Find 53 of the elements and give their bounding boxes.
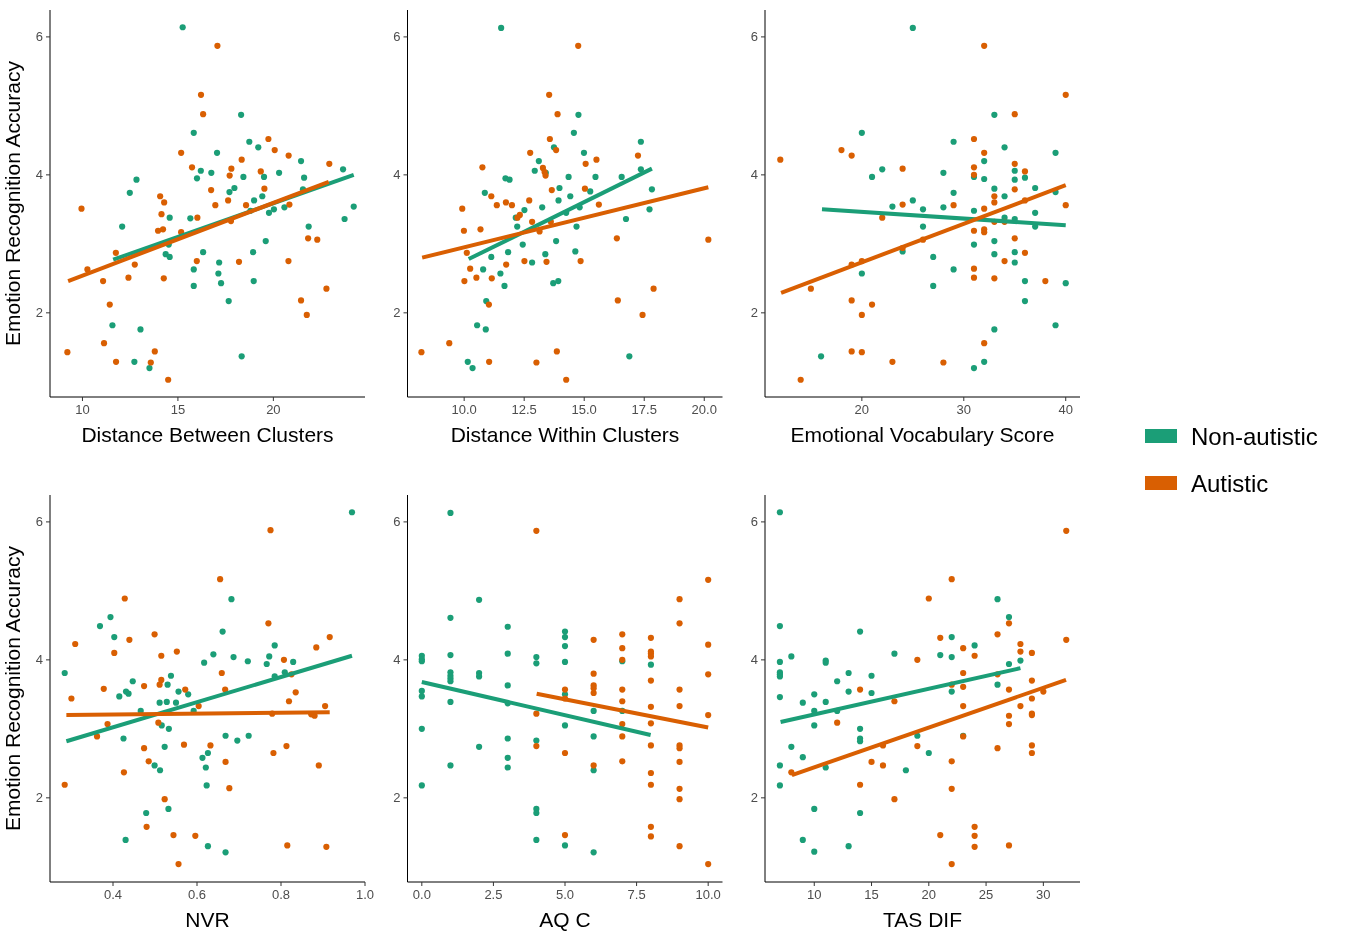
x-tick-label: 10 <box>807 887 822 902</box>
x-axis-title: Distance Between Clusters <box>81 423 334 446</box>
y-tick-label: 4 <box>750 652 758 668</box>
x-tick-label: 20.0 <box>691 402 717 417</box>
x-tick-label: 15 <box>170 402 186 417</box>
x-tick-label: 10 <box>75 402 90 417</box>
legend-label: Non-autistic <box>1191 423 1318 451</box>
x-tick-label: 1.0 <box>355 887 375 902</box>
y-axis-title: Emotion Recognition Accuracy <box>1 545 24 831</box>
y-tick-label: 4 <box>393 167 401 183</box>
x-tick-label: 30 <box>1036 887 1051 902</box>
x-tick-label: 20 <box>921 887 937 902</box>
y-tick-label: 2 <box>35 305 43 321</box>
x-tick-label: 25 <box>978 887 994 902</box>
x-axis-title: Emotional Vocabulary Score <box>790 423 1055 446</box>
x-tick-label: 7.5 <box>627 887 646 902</box>
y-tick-label: 4 <box>35 652 43 668</box>
x-tick-label: 15 <box>864 887 879 902</box>
x-tick-label: 10.0 <box>695 887 721 902</box>
x-tick-label: 0.4 <box>103 887 123 902</box>
y-tick-label: 6 <box>35 29 43 45</box>
y-tick-label: 2 <box>750 305 758 321</box>
y-tick-label: 6 <box>750 514 758 530</box>
y-tick-label: 6 <box>393 29 401 45</box>
y-tick-label: 4 <box>750 167 758 183</box>
x-tick-label: 17.5 <box>631 402 657 417</box>
x-tick-label: 0.6 <box>187 887 207 902</box>
x-axis-title: TAS DIF <box>883 908 962 931</box>
x-tick-label: 0.8 <box>271 887 291 902</box>
x-tick-label: 2.5 <box>484 887 503 902</box>
y-tick-label: 4 <box>35 167 43 183</box>
x-axis-title: AQ C <box>539 908 591 931</box>
y-tick-label: 6 <box>750 29 758 45</box>
x-tick-label: 20 <box>854 402 870 417</box>
y-axis-title: Emotion Recognition Accuracy <box>1 60 24 346</box>
x-tick-label: 10.0 <box>451 402 477 417</box>
x-tick-label: 5.0 <box>555 887 575 902</box>
x-axis-title: Distance Within Clusters <box>450 423 680 446</box>
y-tick-label: 6 <box>393 514 401 530</box>
x-tick-label: 40 <box>1058 402 1073 417</box>
y-tick-label: 2 <box>393 790 401 806</box>
y-tick-label: 4 <box>393 652 401 668</box>
y-tick-label: 2 <box>35 790 43 806</box>
x-tick-label: 0.0 <box>412 887 431 902</box>
x-tick-label: 30 <box>956 402 972 417</box>
y-tick-label: 2 <box>750 790 758 806</box>
x-axis-title: NVR <box>185 908 230 931</box>
x-tick-label: 15.0 <box>571 402 597 417</box>
legend-label: Autistic <box>1191 470 1269 498</box>
y-tick-label: 6 <box>35 514 43 530</box>
y-tick-label: 2 <box>393 305 401 321</box>
x-tick-label: 12.5 <box>511 402 537 417</box>
x-tick-label: 20 <box>266 402 281 417</box>
